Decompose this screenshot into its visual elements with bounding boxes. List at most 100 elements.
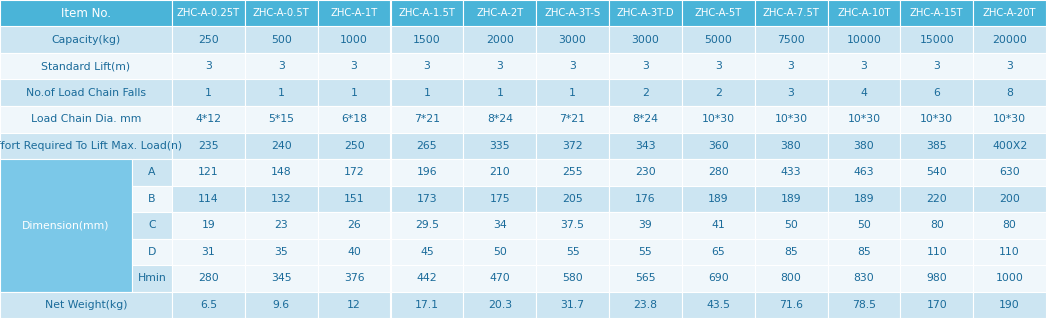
Text: 630: 630: [999, 167, 1020, 177]
Text: 71.6: 71.6: [779, 300, 803, 310]
Text: 3: 3: [933, 61, 940, 71]
Text: No.of Load Chain Falls: No.of Load Chain Falls: [26, 88, 146, 98]
Text: 470: 470: [490, 273, 510, 283]
Text: 23: 23: [274, 220, 288, 230]
Text: 8*24: 8*24: [486, 114, 513, 124]
Text: 3000: 3000: [632, 35, 659, 45]
Text: 170: 170: [927, 300, 947, 310]
Text: 980: 980: [927, 273, 947, 283]
Text: 3000: 3000: [559, 35, 587, 45]
Text: 65: 65: [711, 247, 725, 257]
Text: 3: 3: [788, 61, 795, 71]
Text: 400X2: 400X2: [992, 141, 1027, 151]
Text: 5000: 5000: [704, 35, 732, 45]
Text: 240: 240: [271, 141, 292, 151]
Text: 5*15: 5*15: [268, 114, 294, 124]
Text: 110: 110: [927, 247, 947, 257]
Text: 230: 230: [635, 167, 656, 177]
Text: 830: 830: [854, 273, 874, 283]
Text: 3: 3: [424, 61, 430, 71]
Text: 189: 189: [780, 194, 801, 204]
Text: Item No.: Item No.: [61, 7, 111, 20]
Text: 3: 3: [278, 61, 285, 71]
Text: 29.5: 29.5: [415, 220, 439, 230]
Text: 372: 372: [563, 141, 583, 151]
Text: 235: 235: [198, 141, 219, 151]
Text: 26: 26: [347, 220, 361, 230]
Text: 12: 12: [347, 300, 361, 310]
Text: 2: 2: [642, 88, 649, 98]
Text: 20.3: 20.3: [487, 300, 511, 310]
Text: Net Weight(kg): Net Weight(kg): [45, 300, 128, 310]
Text: 17.1: 17.1: [415, 300, 439, 310]
Text: 41: 41: [711, 220, 725, 230]
Text: 1000: 1000: [996, 273, 1024, 283]
Text: 3: 3: [350, 61, 358, 71]
Text: 85: 85: [857, 247, 870, 257]
Text: 6*18: 6*18: [341, 114, 367, 124]
Text: 9.6: 9.6: [273, 300, 290, 310]
Text: 50: 50: [784, 220, 798, 230]
Text: 3: 3: [1006, 61, 1013, 71]
Text: 1: 1: [205, 88, 212, 98]
Text: 35: 35: [274, 247, 288, 257]
Text: 173: 173: [416, 194, 437, 204]
Text: 34: 34: [493, 220, 506, 230]
Text: 7*21: 7*21: [414, 114, 440, 124]
Text: 39: 39: [638, 220, 653, 230]
Text: 31.7: 31.7: [561, 300, 585, 310]
Text: 3: 3: [788, 88, 795, 98]
Text: 442: 442: [416, 273, 437, 283]
Text: 250: 250: [344, 141, 364, 151]
Text: 4: 4: [861, 88, 867, 98]
Text: 463: 463: [854, 167, 874, 177]
Text: 6: 6: [933, 88, 940, 98]
Text: 265: 265: [416, 141, 437, 151]
Text: 151: 151: [344, 194, 364, 204]
Text: 114: 114: [198, 194, 219, 204]
Text: 580: 580: [562, 273, 583, 283]
Text: 1: 1: [496, 88, 503, 98]
Text: 1500: 1500: [413, 35, 440, 45]
Text: 565: 565: [635, 273, 656, 283]
Text: 8: 8: [1006, 88, 1013, 98]
Text: 280: 280: [708, 167, 729, 177]
Text: ZHC-A-3T-D: ZHC-A-3T-D: [616, 8, 675, 18]
Text: 20000: 20000: [993, 35, 1027, 45]
Text: ZHC-A-15T: ZHC-A-15T: [910, 8, 963, 18]
Text: 376: 376: [344, 273, 364, 283]
Text: 196: 196: [416, 167, 437, 177]
Text: 176: 176: [635, 194, 656, 204]
Text: ZHC-A-1T: ZHC-A-1T: [331, 8, 378, 18]
Text: ZHC-A-0.25T: ZHC-A-0.25T: [177, 8, 240, 18]
Text: A: A: [149, 167, 156, 177]
Text: 3: 3: [642, 61, 649, 71]
Text: 1: 1: [350, 88, 358, 98]
Text: 85: 85: [784, 247, 798, 257]
Text: 6.5: 6.5: [200, 300, 217, 310]
Text: 45: 45: [420, 247, 434, 257]
Text: 1000: 1000: [340, 35, 368, 45]
Text: B: B: [149, 194, 156, 204]
Text: 205: 205: [562, 194, 583, 204]
Text: 3: 3: [496, 61, 503, 71]
Text: 800: 800: [780, 273, 801, 283]
Text: 280: 280: [198, 273, 219, 283]
Text: 343: 343: [635, 141, 656, 151]
Text: C: C: [149, 220, 156, 230]
Text: 380: 380: [780, 141, 801, 151]
Text: 148: 148: [271, 167, 292, 177]
Text: 200: 200: [999, 194, 1020, 204]
Text: 690: 690: [708, 273, 729, 283]
Text: 78.5: 78.5: [851, 300, 876, 310]
Text: 1: 1: [569, 88, 576, 98]
Text: 3: 3: [205, 61, 212, 71]
Text: 189: 189: [708, 194, 729, 204]
Text: Dimension(mm): Dimension(mm): [22, 220, 110, 230]
Text: 335: 335: [490, 141, 510, 151]
Text: ZHC-A-10T: ZHC-A-10T: [837, 8, 890, 18]
Text: 50: 50: [857, 220, 871, 230]
Text: 7500: 7500: [777, 35, 805, 45]
Text: 19: 19: [202, 220, 215, 230]
Text: Effort Required To Lift Max. Load(n): Effort Required To Lift Max. Load(n): [0, 141, 182, 151]
